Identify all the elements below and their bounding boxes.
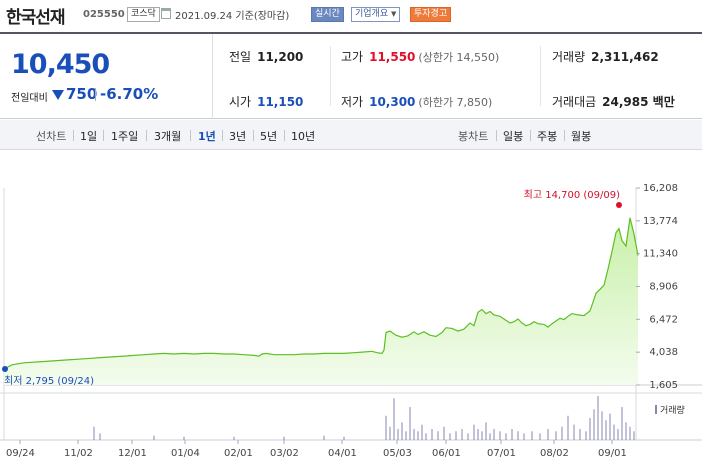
price-chart[interactable]: 16,208 13,774 11,340 8,906 6,472 4,038 1,605 최… <box>0 170 702 468</box>
x-tick-label: 11/02 <box>64 448 93 459</box>
candle-weekly[interactable]: 주봉 <box>537 130 558 143</box>
divider <box>73 130 74 141</box>
divider <box>330 46 331 106</box>
y-axis-ticks: 16,208 13,774 11,340 8,906 6,472 4,038 1,605 <box>636 183 678 391</box>
x-tick-label: 06/01 <box>432 448 461 459</box>
y-tick-label: 8,906 <box>649 282 678 293</box>
divider <box>190 130 191 141</box>
change-percent: -6.70% <box>94 85 159 103</box>
stock-name: 한국선재 <box>6 8 66 28</box>
divider <box>530 130 531 141</box>
lower-limit: (하한가 7,850) <box>418 96 493 109</box>
divider <box>564 130 565 141</box>
trade-amount: 거래대금 24,985 백만 <box>552 93 675 110</box>
price-chart-svg: 16,208 13,774 11,340 8,906 6,472 4,038 1,605 최… <box>0 183 702 459</box>
x-tick-label: 12/01 <box>118 448 147 459</box>
change-value: 750 <box>66 85 98 103</box>
base-date: 2021.09.24 기준(장마감) <box>175 11 290 22</box>
divider <box>103 130 104 141</box>
x-tick-label: 09/01 <box>598 448 627 459</box>
high-price: 고가 11,550 (상한가 14,550) <box>341 48 499 65</box>
quote-panel: 10,450 전일대비 750 -6.70% 전일 11,200 고가 11,550… <box>0 32 702 119</box>
realtime-button[interactable]: 실시간 <box>311 7 344 22</box>
y-tick-label: 13,774 <box>643 216 678 227</box>
divider <box>222 130 223 141</box>
y-tick-label: 11,340 <box>643 249 678 260</box>
open-value: 11,150 <box>257 95 304 109</box>
y-tick-label: 1,605 <box>649 380 678 391</box>
price-line <box>3 217 639 370</box>
period-1y[interactable]: 1년 <box>198 130 216 143</box>
compare-label: 전일대비 <box>11 93 48 104</box>
high-label: 최고 14,700 (09/09) <box>524 189 620 201</box>
candle-chart-label: 봉차트 <box>458 130 489 143</box>
market-badge: 코스닥 <box>127 7 160 22</box>
candle-daily[interactable]: 일봉 <box>503 130 524 143</box>
x-axis-ticks: 09/24 11/02 12/01 01/04 02/01 03/02 04/01 05/03… <box>6 440 627 459</box>
x-tick-label: 05/03 <box>383 448 412 459</box>
divider <box>284 130 285 141</box>
prev-close: 전일 11,200 <box>229 48 303 65</box>
volume-legend-label: 거래량 <box>660 404 685 416</box>
stock-code: 025550 <box>83 9 125 20</box>
period-bar: 선차트 1일 1주일 3개월 1년 3년 5년 10년 봉차트 일봉 주봉 월봉 <box>0 120 702 150</box>
period-3y[interactable]: 3년 <box>229 130 247 143</box>
y-tick-label: 16,208 <box>643 183 678 194</box>
divider <box>496 130 497 141</box>
x-tick-label: 04/01 <box>328 448 357 459</box>
high-label: 고가 <box>341 50 364 64</box>
prev-close-value: 11,200 <box>257 50 304 64</box>
low-marker <box>2 365 8 372</box>
candle-monthly[interactable]: 월봉 <box>571 130 592 143</box>
open-label: 시가 <box>229 95 252 109</box>
divider <box>540 46 541 106</box>
volume-legend-swatch <box>655 405 657 414</box>
period-1d[interactable]: 1일 <box>80 130 98 143</box>
low-value: 10,300 <box>369 95 416 109</box>
low-price: 저가 10,300 (하한가 7,850) <box>341 93 492 110</box>
divider <box>146 130 147 141</box>
period-5y[interactable]: 5년 <box>260 130 278 143</box>
upper-limit: (상한가 14,550) <box>418 51 500 64</box>
corp-info-label: 기업개요 <box>355 9 389 19</box>
x-tick-label: 02/01 <box>224 448 253 459</box>
amount-value: 24,985 백만 <box>602 95 675 109</box>
period-10y[interactable]: 10년 <box>291 130 316 143</box>
high-marker <box>616 202 622 208</box>
x-tick-label: 03/02 <box>270 448 299 459</box>
x-tick-label: 09/24 <box>6 448 35 459</box>
low-label: 저가 <box>341 95 364 109</box>
price-area <box>4 217 638 385</box>
amount-label: 거래대금 <box>552 95 597 109</box>
volume: 거래량 2,311,462 <box>552 48 659 65</box>
y-tick-label: 4,038 <box>649 347 678 358</box>
low-label: 최저 2,795 (09/24) <box>4 375 94 387</box>
period-1w[interactable]: 1주일 <box>111 130 139 143</box>
x-tick-label: 08/02 <box>540 448 569 459</box>
volume-value: 2,311,462 <box>591 50 659 64</box>
period-3m[interactable]: 3개월 <box>154 130 182 143</box>
high-value: 11,550 <box>369 50 416 64</box>
open-price: 시가 11,150 <box>229 93 303 110</box>
divider <box>253 130 254 141</box>
volume-bars <box>93 396 635 440</box>
stock-header: 한국선재 025550 코스닥 2021.09.24 기준(장마감) 실시간 기… <box>0 0 702 32</box>
current-price-box: 10,450 전일대비 750 -6.70% <box>0 34 213 119</box>
current-price: 10,450 <box>11 49 110 80</box>
volume-label: 거래량 <box>552 50 586 64</box>
warning-badge[interactable]: 투자경고 <box>410 7 452 22</box>
down-triangle-icon <box>52 90 64 100</box>
corp-info-dropdown[interactable]: 기업개요 ▼ <box>351 7 401 22</box>
prev-close-label: 전일 <box>229 50 252 64</box>
x-tick-label: 01/04 <box>171 448 200 459</box>
line-chart-label: 선차트 <box>36 130 67 143</box>
x-tick-label: 07/01 <box>487 448 516 459</box>
y-tick-label: 6,472 <box>649 314 678 325</box>
chevron-down-icon: ▼ <box>391 10 397 18</box>
calendar-icon <box>161 8 171 19</box>
